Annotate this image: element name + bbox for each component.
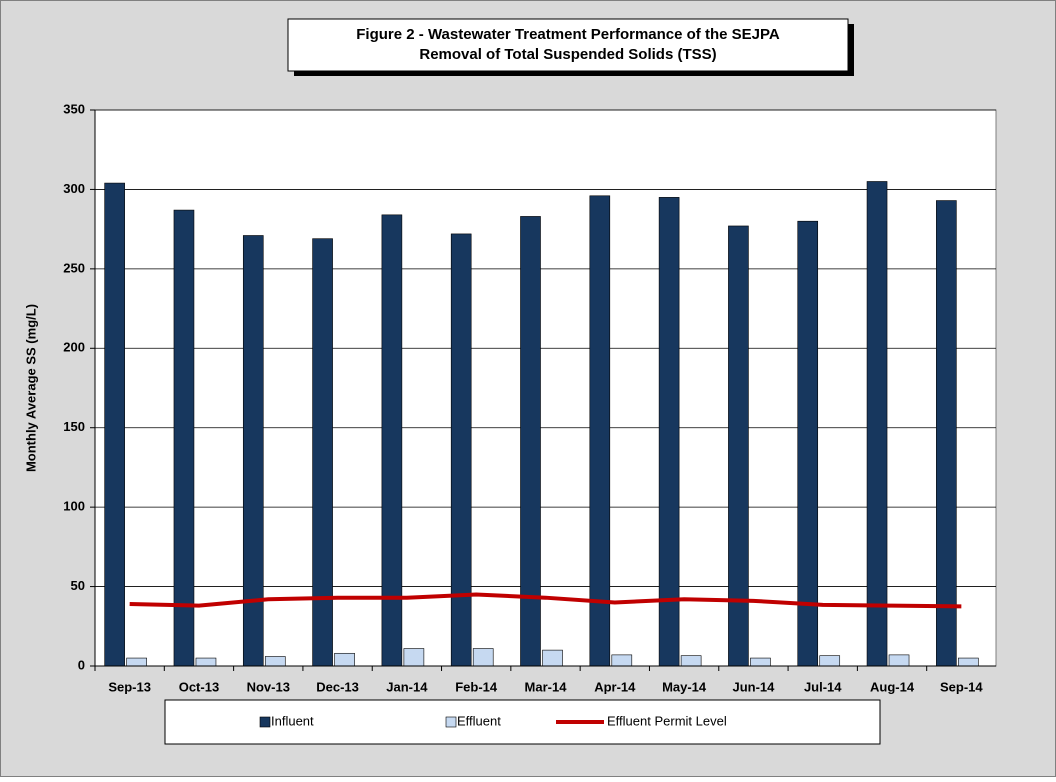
x-tick-label: Sep-13 bbox=[108, 679, 151, 694]
bar bbox=[104, 182, 125, 667]
bar bbox=[866, 181, 888, 667]
x-tick-label: Mar-14 bbox=[525, 679, 568, 694]
y-tick-label: 0 bbox=[78, 657, 85, 672]
bar bbox=[450, 233, 472, 667]
bar bbox=[195, 657, 217, 667]
bar bbox=[312, 238, 333, 667]
legend-label: Effluent Permit Level bbox=[607, 713, 727, 728]
y-tick-label: 50 bbox=[71, 578, 85, 593]
x-tick-label: May-14 bbox=[662, 679, 707, 694]
chart-title: Figure 2 - Wastewater Treatment Performa… bbox=[356, 26, 780, 43]
x-tick-label: Nov-13 bbox=[247, 679, 290, 694]
bar bbox=[403, 648, 425, 667]
y-tick-label: 250 bbox=[63, 260, 85, 275]
x-tick-label: Jul-14 bbox=[804, 679, 842, 694]
legend-box bbox=[164, 699, 881, 745]
permit-line bbox=[129, 592, 962, 609]
title-box bbox=[287, 18, 849, 72]
bar bbox=[658, 197, 680, 667]
bar bbox=[936, 200, 957, 667]
bar bbox=[958, 657, 979, 667]
bar bbox=[888, 654, 910, 667]
legend-swatch bbox=[259, 716, 271, 728]
y-axis-label: Monthly Average SS (mg/L) bbox=[23, 304, 38, 472]
bar bbox=[611, 654, 633, 667]
bar bbox=[334, 652, 355, 667]
bar bbox=[819, 655, 841, 667]
bar bbox=[264, 656, 286, 667]
x-tick-label: Aug-14 bbox=[870, 679, 915, 694]
legend-label: Effluent bbox=[457, 713, 501, 728]
y-tick-label: 100 bbox=[63, 499, 85, 514]
bar bbox=[472, 648, 494, 667]
bar bbox=[680, 655, 702, 667]
x-tick-label: Jan-14 bbox=[386, 679, 428, 694]
plot-area bbox=[94, 109, 997, 667]
bar bbox=[750, 657, 771, 667]
legend-label: Influent bbox=[271, 713, 314, 728]
y-tick-label: 200 bbox=[63, 340, 85, 355]
x-tick-label: Feb-14 bbox=[455, 679, 498, 694]
bar bbox=[797, 220, 819, 667]
bar bbox=[126, 657, 147, 667]
x-tick-label: Sep-14 bbox=[940, 679, 983, 694]
x-tick-label: Dec-13 bbox=[316, 679, 359, 694]
y-tick-label: 300 bbox=[63, 181, 85, 196]
x-tick-label: Apr-14 bbox=[594, 679, 636, 694]
bar bbox=[589, 195, 611, 667]
bar bbox=[542, 649, 563, 667]
y-tick-label: 350 bbox=[63, 101, 85, 116]
chart-subtitle: Removal of Total Suspended Solids (TSS) bbox=[419, 46, 716, 63]
bar bbox=[173, 209, 195, 667]
x-tick-label: Jun-14 bbox=[732, 679, 775, 694]
y-tick-label: 150 bbox=[63, 419, 85, 434]
x-tick-label: Oct-13 bbox=[179, 679, 219, 694]
legend-swatch bbox=[445, 716, 457, 728]
